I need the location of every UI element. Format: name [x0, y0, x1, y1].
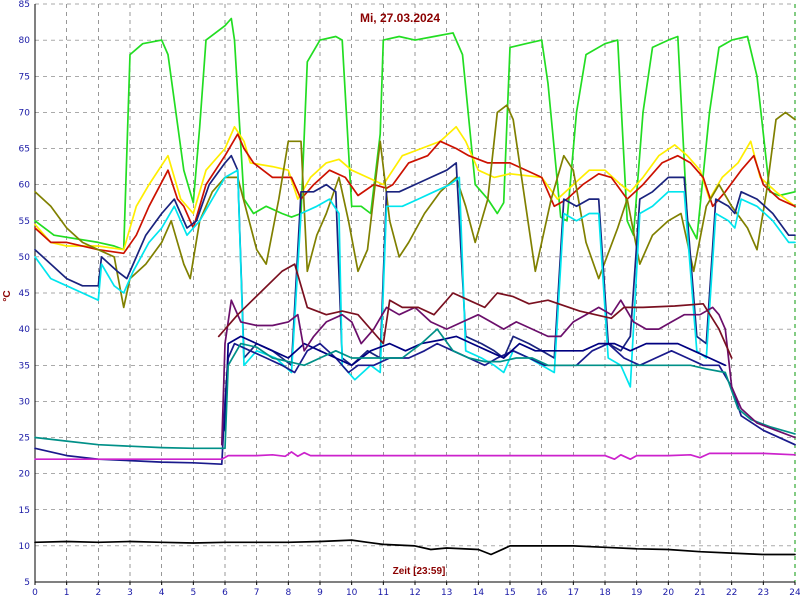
x-tick-label: 21: [694, 588, 705, 598]
series-line-11: [217, 263, 733, 359]
y-tick-label: 10: [19, 542, 31, 552]
series-line-2: [34, 125, 796, 251]
chart-title: Mi, 27.03.2024: [360, 11, 440, 25]
x-tick-label: 18: [599, 588, 611, 598]
y-tick-label: 25: [19, 434, 30, 444]
x-tick-label: 24: [789, 588, 800, 598]
x-tick-label: 17: [568, 588, 579, 598]
x-tick-label: 11: [378, 588, 389, 598]
y-tick-label: 75: [19, 72, 30, 82]
x-tick-label: 20: [663, 588, 675, 598]
series-line-4: [34, 104, 796, 309]
x-tick-label: 13: [441, 588, 452, 598]
x-tick-label: 10: [346, 588, 358, 598]
y-tick-label: 45: [19, 289, 30, 299]
series-line-10: [220, 299, 796, 446]
x-tick-label: 9: [317, 588, 323, 598]
x-tick-label: 1: [64, 588, 70, 598]
x-axis-label: Zeit [23:59]: [393, 566, 446, 577]
series-line-8: [224, 335, 727, 432]
series-line-1: [34, 17, 796, 251]
y-tick-label: 30: [19, 397, 31, 407]
x-tick-label: 8: [285, 588, 291, 598]
axes: [34, 4, 796, 585]
x-tick-label: 4: [159, 588, 165, 598]
x-tick-label: 14: [473, 588, 485, 598]
x-tick-label: 12: [409, 588, 420, 598]
x-tick-label: 3: [127, 588, 133, 598]
series-line-5: [34, 154, 796, 367]
y-tick-label: 5: [24, 578, 30, 588]
y-tick-label: 55: [19, 217, 30, 227]
x-tick-label: 22: [726, 588, 737, 598]
y-tick-label: 15: [19, 506, 30, 516]
y-tick-label: 70: [19, 108, 31, 118]
y-tick-label: 20: [19, 470, 31, 480]
y-tick-label: 60: [19, 181, 31, 191]
y-tick-label: 50: [19, 253, 31, 263]
series-line-13: [34, 539, 796, 556]
y-tick-label: 65: [19, 145, 30, 155]
series-line-6: [34, 169, 796, 388]
series-line-9: [34, 328, 796, 450]
x-tick-label: 5: [190, 588, 196, 598]
series-line-12: [34, 451, 796, 461]
x-tick-label: 23: [758, 588, 769, 598]
y-axis-label: °C: [2, 290, 13, 301]
x-tick-label: 7: [254, 588, 260, 598]
y-tick-label: 85: [19, 0, 30, 10]
x-tick-label: 0: [32, 588, 38, 598]
x-tick-label: 19: [631, 588, 643, 598]
y-tick-label: 40: [19, 325, 31, 335]
y-tick-label: 35: [19, 361, 30, 371]
series-group: [34, 17, 796, 556]
x-tick-label: 15: [504, 588, 515, 598]
series-line-3: [34, 133, 796, 255]
x-tick-label: 6: [222, 588, 228, 598]
y-tick-label: 80: [19, 36, 31, 46]
x-tick-label: 16: [536, 588, 548, 598]
x-tick-label: 2: [95, 588, 101, 598]
tick-labels: 0 1 2 3 4 5 6 7 8 9 10 11 12 13 14 15 16 17 18 19 20 21 22 23 24…: [19, 0, 800, 598]
